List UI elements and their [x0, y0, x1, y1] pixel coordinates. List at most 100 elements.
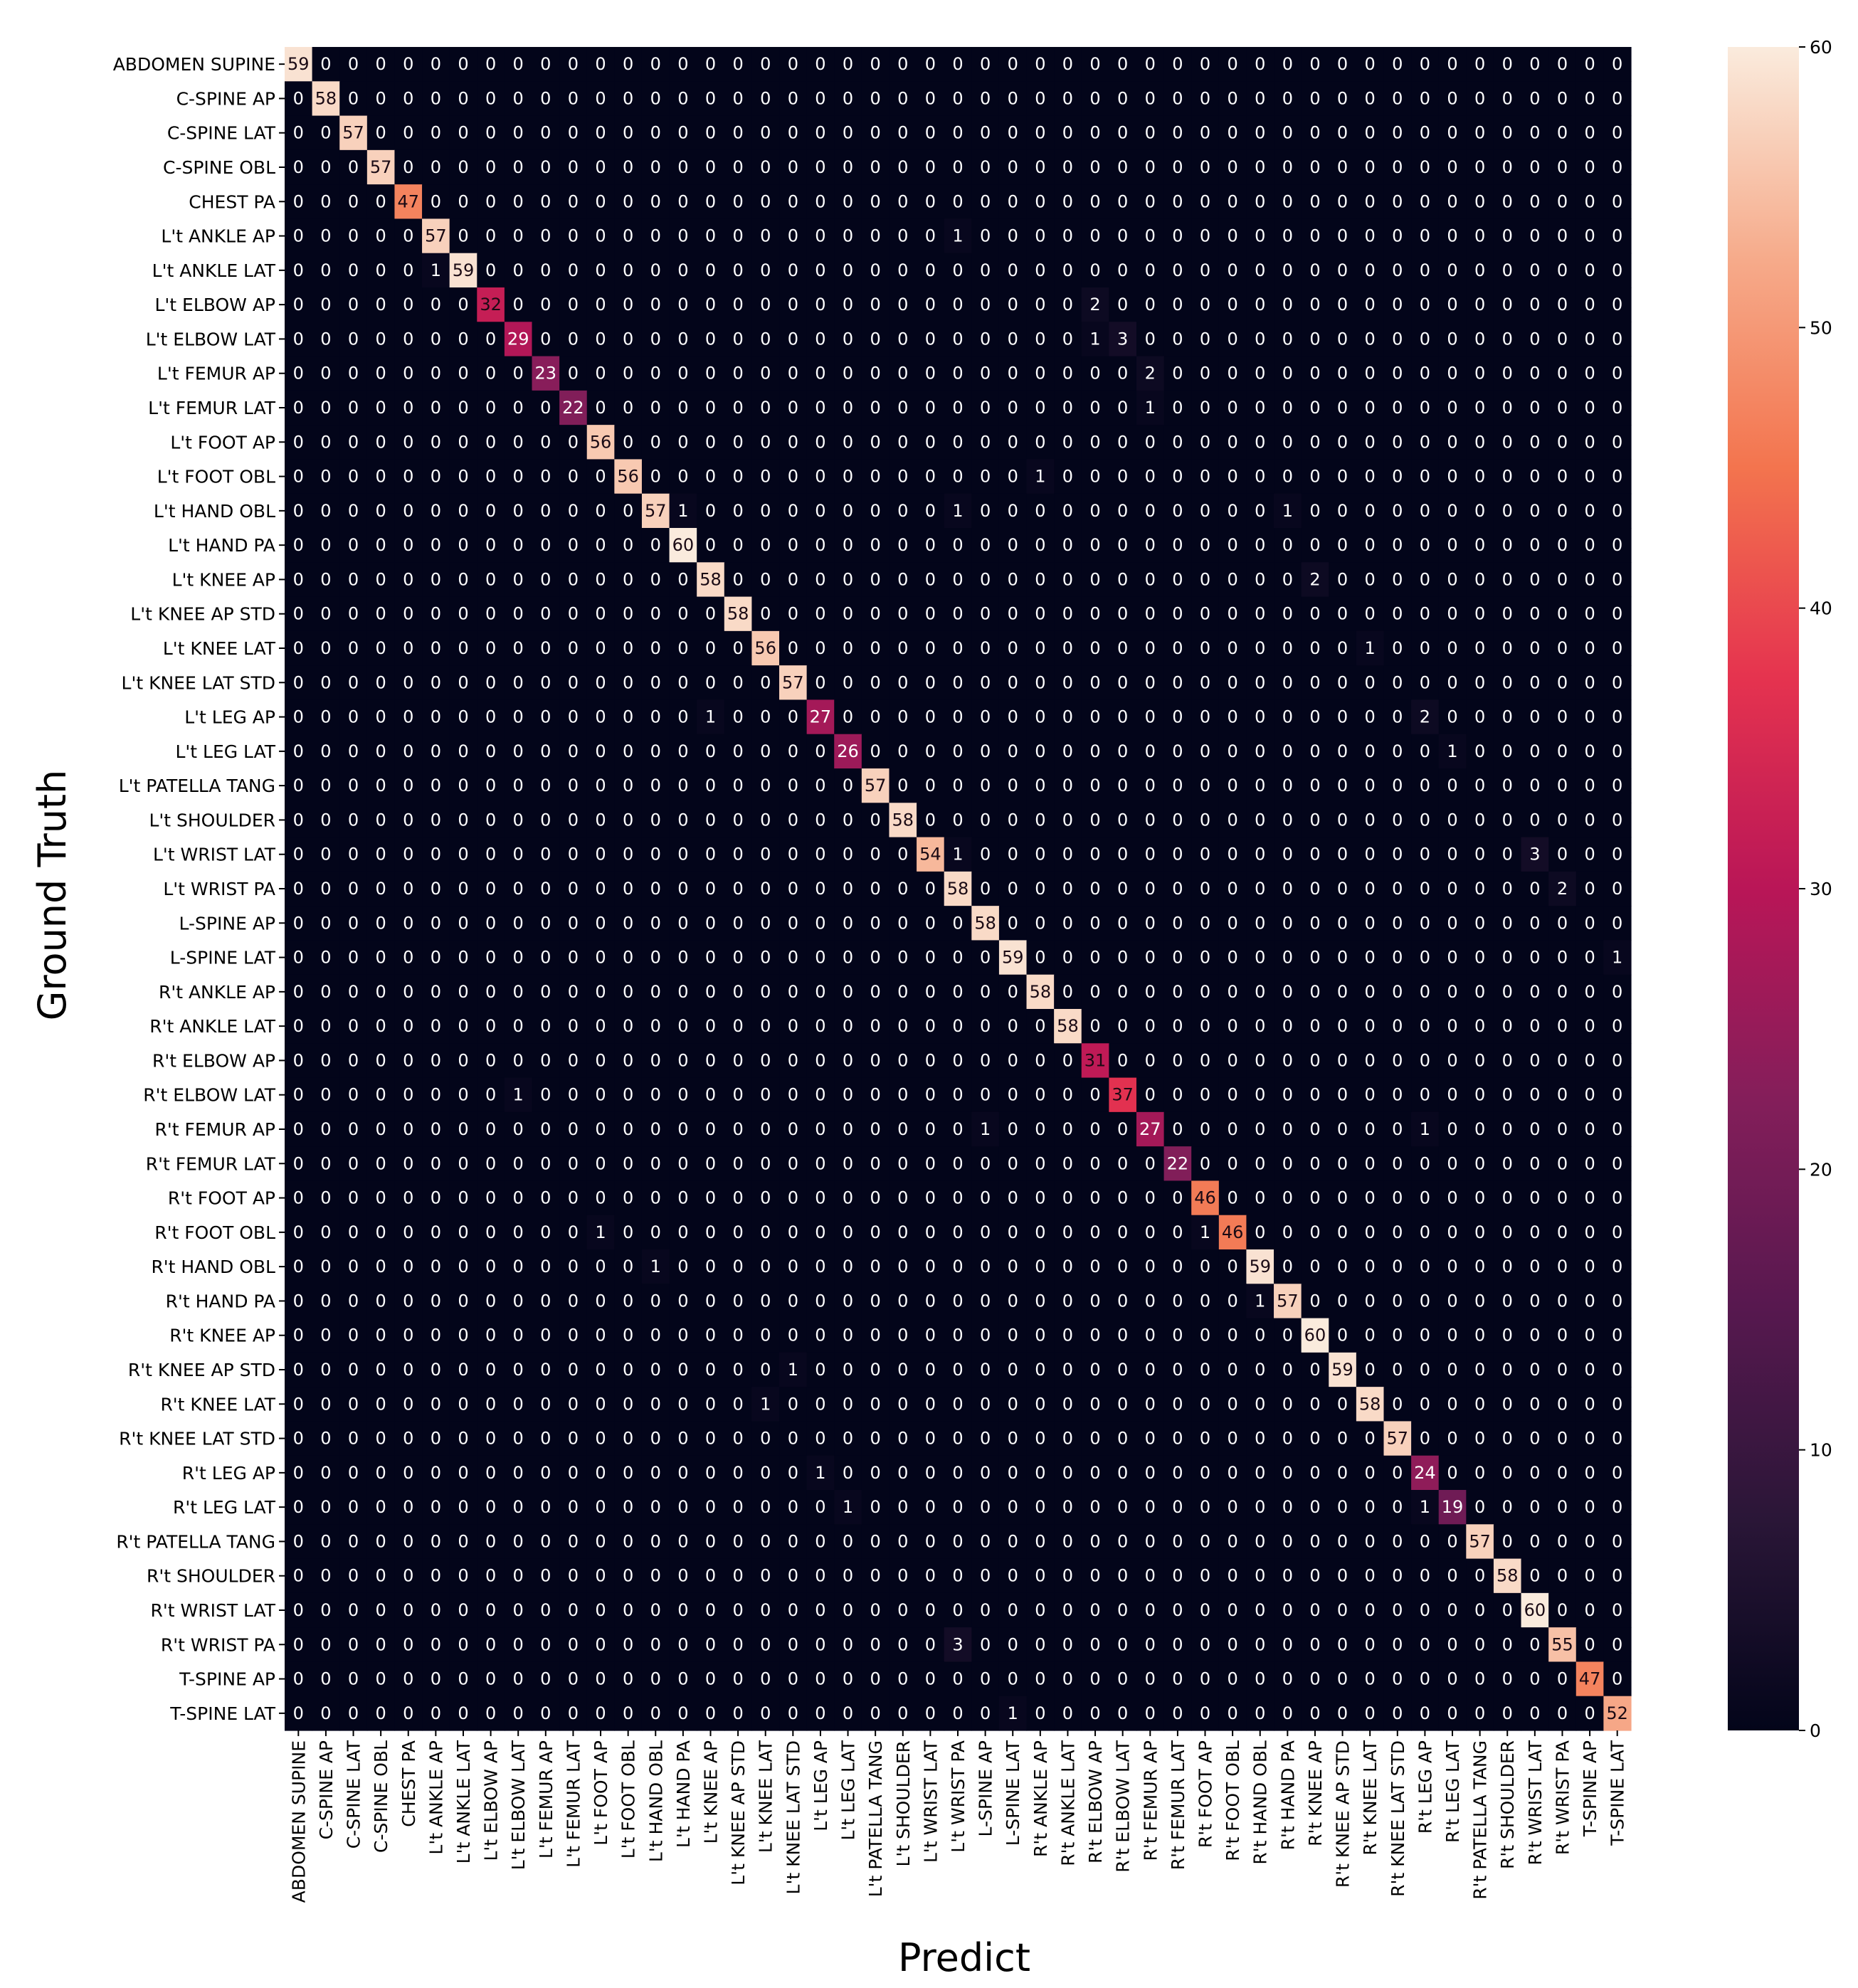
cell-value: 0	[540, 1085, 551, 1105]
cell-value: 0	[431, 1188, 441, 1208]
cell-value: 0	[1474, 1634, 1485, 1654]
heatmap-cell	[641, 149, 670, 185]
cell-value: 0	[1365, 1016, 1376, 1036]
cell-value: 0	[1529, 1050, 1540, 1070]
cell-value: 0	[1145, 1222, 1156, 1242]
heatmap-cell	[1575, 356, 1604, 391]
cell-value: 0	[925, 467, 936, 487]
cell-value: 0	[1529, 1634, 1540, 1654]
heatmap-cell	[1081, 322, 1109, 357]
cell-value: 0	[1282, 191, 1293, 211]
cell-value: 0	[403, 638, 413, 658]
cell-value: 0	[1117, 1188, 1128, 1208]
cell-value: 0	[1529, 260, 1540, 280]
cell-value: 0	[1172, 1497, 1183, 1517]
cell-value: 0	[897, 467, 908, 487]
cell-value: 0	[375, 1497, 386, 1517]
heatmap-cell	[1274, 218, 1302, 254]
heatmap-cell	[285, 390, 313, 425]
cell-value: 0	[403, 88, 413, 108]
cell-value: 0	[1062, 1050, 1073, 1070]
cell-value: 0	[870, 1669, 881, 1689]
cell-value: 0	[1420, 1669, 1430, 1689]
heatmap-cell	[1575, 149, 1604, 185]
cell-value: 0	[1255, 1188, 1265, 1208]
cell-value: 0	[1365, 569, 1376, 589]
cell-value: 0	[403, 1291, 413, 1311]
cell-value: 0	[348, 1634, 359, 1654]
heatmap-cell	[614, 218, 643, 254]
cell-value: 0	[1309, 1531, 1320, 1551]
heatmap-cell	[998, 47, 1028, 82]
cell-value: 0	[1309, 1669, 1320, 1689]
cell-value: 0	[1447, 467, 1457, 487]
cell-value: 0	[540, 54, 551, 74]
cell-value: 0	[1557, 1291, 1568, 1311]
cell-value: 0	[1420, 1222, 1430, 1242]
cell-value: 0	[870, 638, 881, 658]
cell-value: 0	[1447, 398, 1457, 418]
x-tick-label: R't FEMUR LAT	[1168, 1740, 1188, 1870]
cell-value: 0	[1200, 1360, 1210, 1380]
cell-value: 27	[810, 707, 832, 727]
cell-value: 0	[1502, 1119, 1513, 1139]
cell-value: 0	[1117, 672, 1128, 692]
heatmap-cell	[477, 149, 505, 185]
cell-value: 0	[1282, 1531, 1293, 1551]
cell-value: 0	[732, 1188, 743, 1208]
cell-value: 0	[870, 569, 881, 589]
cell-value: 0	[925, 913, 936, 933]
cell-value: 0	[403, 364, 413, 384]
cell-value: 0	[348, 1360, 359, 1380]
cell-value: 0	[732, 191, 743, 211]
cell-value: 0	[1502, 741, 1513, 761]
cell-value: 0	[1365, 1566, 1376, 1586]
cell-value: 0	[1502, 329, 1513, 349]
cell-value: 0	[1420, 1326, 1430, 1345]
cell-value: 0	[595, 982, 606, 1002]
cell-value: 0	[732, 1531, 743, 1551]
y-tick-label: R't ELBOW AP	[152, 1050, 275, 1071]
cell-value: 0	[623, 879, 633, 899]
cell-value: 0	[815, 1497, 825, 1517]
cell-value: 0	[375, 776, 386, 795]
cell-value: 57	[342, 123, 364, 143]
cell-value: 0	[843, 191, 853, 211]
cell-value: 0	[513, 1703, 524, 1723]
cell-value: 1	[1008, 1703, 1018, 1723]
cell-value: 0	[760, 1085, 771, 1105]
cell-value: 1	[1365, 638, 1376, 658]
cell-value: 0	[980, 1016, 991, 1036]
cell-value: 0	[1255, 54, 1265, 74]
cell-value: 0	[1365, 501, 1376, 521]
cell-value: 0	[1584, 1222, 1595, 1242]
cell-value: 0	[1474, 1153, 1485, 1173]
cell-value: 0	[293, 982, 304, 1002]
heatmap-cell	[1575, 253, 1604, 288]
cell-value: 0	[897, 1703, 908, 1723]
cell-value: 0	[1337, 123, 1348, 143]
heatmap-cell	[971, 149, 1000, 185]
heatmap-cell	[1466, 356, 1494, 391]
cell-value: 0	[1227, 1394, 1237, 1414]
cell-value: 0	[1447, 913, 1457, 933]
heatmap-cell	[532, 356, 560, 391]
heatmap-cell	[1603, 356, 1632, 391]
cell-value: 0	[1062, 672, 1073, 692]
cell-value: 0	[705, 982, 716, 1002]
heatmap-cell	[1163, 81, 1192, 117]
cell-value: 0	[1145, 1531, 1156, 1551]
heatmap-cell	[944, 253, 972, 288]
cell-value: 0	[375, 569, 386, 589]
cell-value: 0	[1008, 776, 1018, 795]
cell-value: 0	[650, 226, 661, 246]
cell-value: 0	[293, 1326, 304, 1345]
cell-value: 0	[1282, 1566, 1293, 1586]
cell-value: 0	[843, 672, 853, 692]
cell-value: 0	[1200, 191, 1210, 211]
cell-value: 0	[1035, 1429, 1045, 1449]
cell-value: 0	[568, 467, 579, 487]
cell-value: 0	[980, 810, 991, 830]
cell-value: 0	[623, 1326, 633, 1345]
cell-value: 2	[1557, 879, 1568, 899]
